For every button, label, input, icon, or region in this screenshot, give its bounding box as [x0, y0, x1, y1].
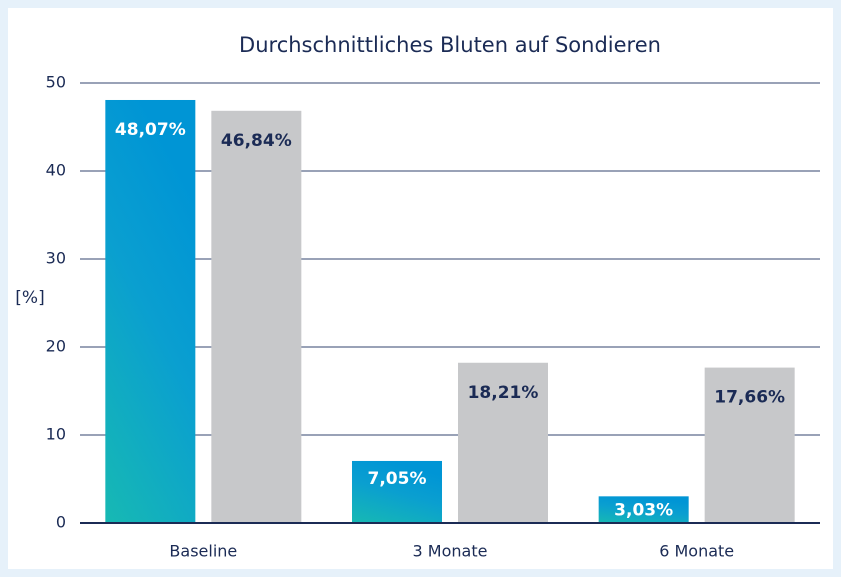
bar [105, 99, 196, 523]
x-tick-label: 6 Monate [659, 542, 734, 561]
y-tick-label: 30 [46, 249, 66, 268]
bar [458, 362, 548, 523]
x-tick-label: Baseline [169, 542, 237, 561]
y-tick-label: 20 [46, 337, 66, 356]
x-tick-label: 3 Monate [413, 542, 488, 561]
bar [352, 460, 442, 523]
bar [704, 367, 795, 523]
chart-title: Durchschnittliches Bluten auf Sondieren [239, 33, 661, 57]
value-label: 7,05% [368, 469, 427, 489]
value-label: 3,03% [614, 500, 673, 520]
value-label: 17,66% [714, 388, 785, 408]
y-tick-label: 40 [46, 161, 66, 180]
value-label: 46,84% [221, 131, 292, 151]
value-label: 18,21% [468, 383, 539, 403]
y-tick-label: 50 [46, 73, 66, 92]
y-axis-label: [%] [15, 288, 44, 308]
bar [211, 110, 302, 524]
y-tick-label: 0 [56, 513, 66, 532]
y-tick-label: 10 [46, 425, 66, 444]
bar [598, 496, 689, 523]
value-label: 48,07% [115, 120, 186, 140]
